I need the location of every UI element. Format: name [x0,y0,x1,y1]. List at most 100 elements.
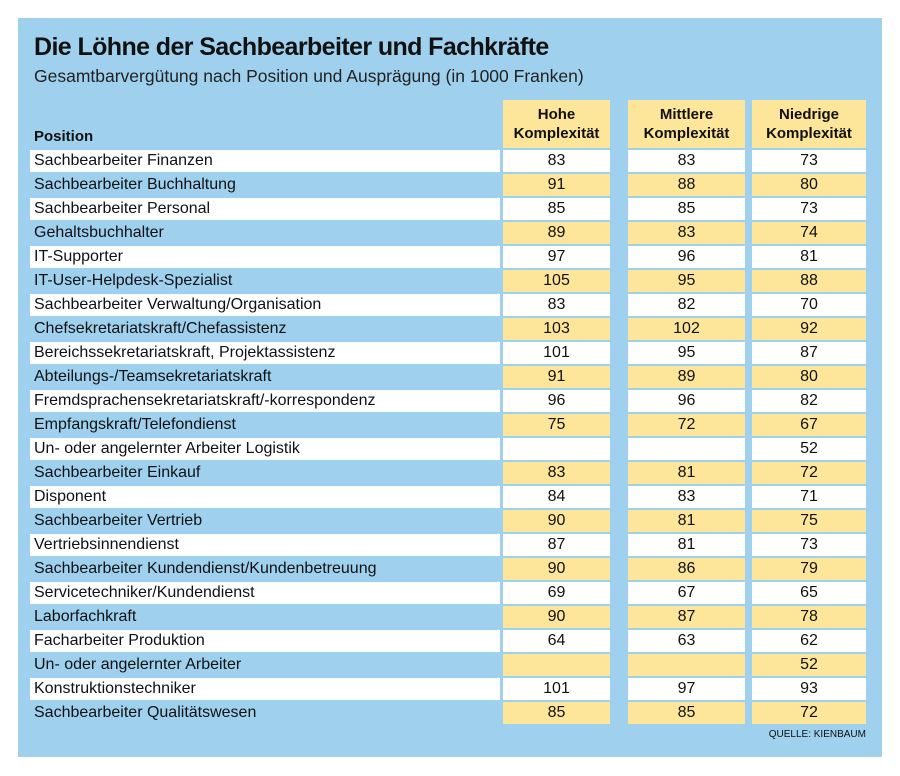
value-cell: 81 [752,246,866,268]
row-label: Bereichssekretariatskraft, Projektassist… [30,342,500,364]
row-label: IT-Supporter [30,246,500,268]
value-cell: 91 [503,366,610,388]
row-label: Facharbeiter Produktion [30,630,500,652]
subtitle: Gesamtbarvergütung nach Position und Aus… [34,66,584,86]
value-cell: 81 [628,510,745,532]
value-cell: 80 [752,366,866,388]
value-cell: 101 [503,342,610,364]
value-cell: 67 [752,414,866,436]
row-label: Sachbearbeiter Verwaltung/Organisation [30,294,500,316]
value-cell: 78 [752,606,866,628]
row-label: Abteilungs-/Teamsekretariatskraft [34,368,272,385]
value-cell: 52 [752,438,866,460]
row-label: Vertriebsinnendienst [30,534,500,556]
value-cell: 85 [503,702,610,724]
value-cell [503,438,610,460]
value-cell [628,654,745,676]
value-cell: 85 [628,702,745,724]
value-cell: 95 [628,342,745,364]
value-cell: 102 [628,318,745,340]
value-cell: 73 [752,198,866,220]
value-cell: 96 [503,390,610,412]
row-label: Empfangskraft/Telefondienst [34,416,236,433]
value-cell [503,654,610,676]
row-label: Sachbearbeiter Vertrieb [34,512,203,529]
value-cell: 90 [503,606,610,628]
value-cell: 67 [628,582,745,604]
row-label: Konstruktionstechniker [30,678,500,700]
row-label: Sachbearbeiter Buchhaltung [34,176,236,193]
value-cell: 72 [628,414,745,436]
value-cell: 96 [628,246,745,268]
value-cell: 95 [628,270,745,292]
value-cell: 73 [752,534,866,556]
value-cell: 87 [503,534,610,556]
value-cell: 97 [503,246,610,268]
value-cell: 81 [628,534,745,556]
value-cell: 97 [628,678,745,700]
column-header: Position [34,128,94,145]
value-cell: 86 [628,558,745,580]
value-cell: 87 [628,606,745,628]
value-cell: 92 [752,318,866,340]
value-cell: 101 [503,678,610,700]
value-cell: 70 [752,294,866,316]
value-cell: 84 [503,486,610,508]
row-label: Un- oder angelernter Arbeiter Logistik [30,438,500,460]
row-label: Chefsekretariatskraft/Chefassistenz [34,320,287,337]
value-cell: 81 [628,462,745,484]
value-cell: 88 [752,270,866,292]
row-label: Fremdsprachensekretariatskraft/-korrespo… [30,390,500,412]
value-cell: 85 [628,198,745,220]
column-header: Mittlere Komplexität [628,100,745,148]
value-cell: 52 [752,654,866,676]
title: Die Löhne der Sachbearbeiter und Fachkrä… [34,33,549,61]
source: QUELLE: KIENBAUM [768,729,866,740]
value-cell: 90 [503,510,610,532]
value-cell: 83 [503,294,610,316]
value-cell: 105 [503,270,610,292]
value-cell: 87 [752,342,866,364]
value-cell: 91 [503,174,610,196]
value-cell: 89 [628,366,745,388]
value-cell: 75 [503,414,610,436]
value-cell: 64 [503,630,610,652]
row-label: Sachbearbeiter Einkauf [34,464,201,481]
value-cell: 89 [503,222,610,244]
value-cell: 83 [628,486,745,508]
value-cell: 75 [752,510,866,532]
value-cell: 72 [752,462,866,484]
value-cell: 83 [628,150,745,172]
row-label: Sachbearbeiter Finanzen [30,150,500,172]
value-cell: 93 [752,678,866,700]
value-cell: 82 [752,390,866,412]
row-label: Sachbearbeiter Kundendienst/Kundenbetreu… [34,560,377,577]
value-cell: 63 [628,630,745,652]
value-cell: 90 [503,558,610,580]
value-cell: 65 [752,582,866,604]
row-label: Gehaltsbuchhalter [34,224,164,241]
value-cell: 74 [752,222,866,244]
value-cell [628,438,745,460]
value-cell: 85 [503,198,610,220]
value-cell: 72 [752,702,866,724]
value-cell: 62 [752,630,866,652]
value-cell: 71 [752,486,866,508]
value-cell: 96 [628,390,745,412]
value-cell: 88 [628,174,745,196]
value-cell: 83 [628,222,745,244]
value-cell: 69 [503,582,610,604]
value-cell: 83 [503,150,610,172]
column-header: Hohe Komplexität [503,100,610,148]
value-cell: 103 [503,318,610,340]
row-label: Laborfachkraft [34,608,137,625]
value-cell: 82 [628,294,745,316]
row-label: IT-User-Helpdesk-Spezialist [34,272,233,289]
row-label: Sachbearbeiter Qualitätswesen [34,704,257,721]
value-cell: 73 [752,150,866,172]
column-header: Niedrige Komplexität [752,100,866,148]
row-label: Servicetechniker/Kundendienst [30,582,500,604]
row-label: Sachbearbeiter Personal [30,198,500,220]
row-label: Un- oder angelernter Arbeiter [34,656,242,673]
